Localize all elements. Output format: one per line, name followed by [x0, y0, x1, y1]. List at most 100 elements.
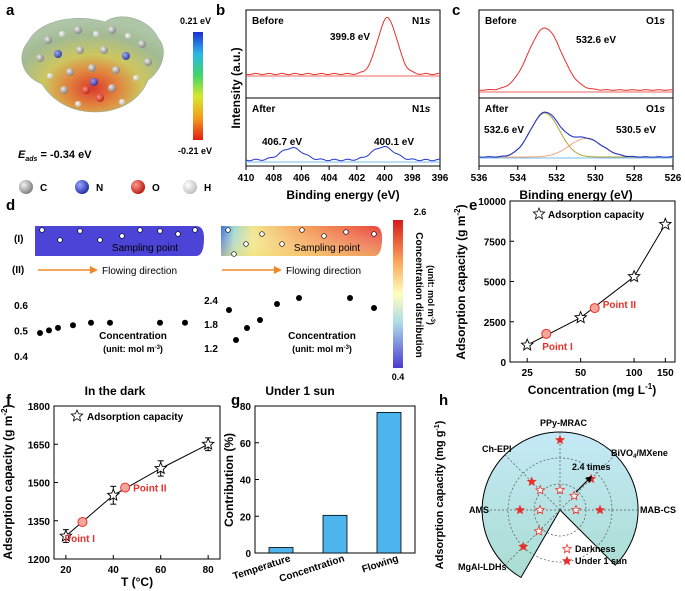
c-after-label: After — [485, 104, 508, 115]
h-ylabel-exp: -1 — [434, 424, 441, 430]
b-y-label: Intensity (a.u.) — [229, 47, 243, 128]
d-sun-flow-label: Flowing direction — [286, 266, 361, 277]
b-peak-before: 399.8 eV — [330, 32, 370, 43]
h-axis-bivo-base: BiVO — [611, 448, 633, 458]
h-axis-ch-epi: Ch-EPI — [482, 444, 512, 454]
f-x-tick-label: 80 — [203, 565, 215, 576]
b-tick-label: 398 — [404, 173, 421, 184]
eads-value: = -0.34 eV — [37, 149, 92, 161]
d-sun-conc: Concentration — [288, 331, 356, 342]
c-tick-label: 530 — [587, 173, 604, 184]
e-legend-star — [532, 206, 546, 220]
h-dark-star — [533, 525, 545, 536]
d-dark-unit: (unit: mol m-3) — [103, 344, 163, 354]
h-axis-bivo-sub: 4 — [633, 454, 637, 460]
d-sun-point — [371, 305, 377, 311]
h-legend-dark-star — [561, 543, 573, 554]
h-dark-star — [570, 504, 582, 515]
esp-atom-o — [82, 86, 90, 94]
d-dark-point — [55, 324, 61, 331]
d-sun-unit-tail: ) — [349, 344, 352, 354]
esp-atom-o — [96, 94, 104, 102]
d-dark-unit-tail: ) — [160, 344, 163, 354]
esp-colorbar-min: -0.21 eV — [178, 146, 212, 156]
e-extra-point — [589, 303, 600, 314]
legend-atom-o-label: O — [152, 183, 160, 194]
f-point-star — [201, 437, 215, 451]
h-axis-mab-cs: MAB-CS — [640, 505, 676, 515]
esp-atom-c — [66, 68, 74, 76]
c-tick-label: 532 — [548, 173, 565, 184]
c-after-envelope — [478, 111, 673, 158]
esp-atom-c — [108, 84, 116, 92]
b-peak-after-1: 406.7 eV — [262, 137, 302, 148]
b-n1s-bottom: N1s — [412, 104, 431, 115]
d-sun-y-tick: 1.8 — [204, 320, 218, 331]
e-xlabel-text: Concentration (mg L — [528, 383, 645, 397]
esp-atom-h — [133, 75, 139, 81]
legend-atom-c-label: C — [40, 183, 47, 194]
esp-atom-c — [76, 46, 84, 54]
b-x-label: Binding energy (eV) — [286, 188, 399, 202]
h-legend-sun: Under 1 sun — [575, 556, 627, 566]
d-row-label-1: (I) — [14, 234, 23, 245]
d-dark-point — [182, 319, 188, 326]
esp-colorbar-max: 0.21 eV — [180, 16, 211, 26]
e-y-tick-label: 10000 — [478, 197, 506, 208]
h-legend-dark: Darkness — [575, 544, 616, 554]
g-axes: 0 20 40 60 80 — [240, 402, 259, 560]
esp-atom-h — [119, 99, 125, 105]
h-sun-star — [526, 476, 537, 487]
h-y-label: Adsorption capacity (mg g-1) — [434, 420, 446, 569]
f-extra-points: Point I Point II — [64, 482, 167, 545]
eads-symbol: E — [18, 149, 26, 161]
f-axes: 1200 1350 1500 1650 1800 20 40 60 80 — [28, 402, 214, 576]
f-ylabel-exp: -2 — [0, 408, 9, 416]
b-after-spectrum — [245, 146, 441, 162]
sampling-dot — [175, 231, 181, 237]
b-after-label: After — [252, 104, 275, 115]
e-points — [520, 217, 673, 351]
e-y-tick-label: 2500 — [484, 318, 507, 329]
esp-atom-c — [74, 26, 82, 34]
b-tick-label: 396 — [432, 173, 449, 184]
h-dark-star — [568, 490, 580, 501]
h-axis-line — [559, 454, 616, 511]
sampling-dot — [77, 228, 83, 234]
esp-atom-c — [100, 46, 108, 54]
legend-atom-n-label: N — [96, 183, 103, 194]
panel-label-d: d — [6, 197, 15, 214]
esp-atom-c — [144, 58, 152, 66]
c-tick-label: 536 — [471, 173, 488, 184]
esp-atoms — [36, 26, 152, 107]
e-ylabel-tail: ) — [454, 204, 468, 208]
f-ylabel-tail: ) — [1, 404, 15, 408]
c-o1s-bottom: O1s — [646, 104, 665, 115]
b-n1s-top-s: s — [425, 16, 431, 27]
b-before-label: Before — [252, 16, 284, 27]
h-dark-star — [554, 484, 566, 495]
h-sun-star — [518, 541, 529, 552]
d-dark-y-tick: 0.5 — [14, 326, 28, 337]
g-bar — [376, 412, 402, 554]
f-series-line — [65, 443, 209, 537]
sampling-dot — [259, 231, 265, 237]
d-row-label-2: (II) — [12, 265, 24, 276]
h-axis-line — [504, 509, 561, 566]
h-times-arrowhead — [585, 476, 592, 483]
sampling-dot — [343, 229, 349, 235]
h-ylabel-tail: ) — [434, 420, 446, 424]
e-point-star — [627, 269, 641, 283]
d-dark-points — [37, 319, 188, 336]
f-point-star — [153, 461, 168, 475]
c-fit-peak-2 — [479, 138, 673, 158]
d-sun-y-axis: 1.2 1.8 2.4 — [204, 296, 218, 355]
f-y-tick-label: 1650 — [28, 440, 51, 451]
sampling-dot — [231, 251, 237, 257]
panel-label-h: h — [439, 392, 448, 409]
d-colorbar — [393, 220, 403, 368]
h-axis-bivo: BiVO4/MXene — [611, 448, 668, 460]
g-y-tick-label: 60 — [240, 439, 252, 450]
e-x-tick-label: 25 — [522, 368, 534, 379]
